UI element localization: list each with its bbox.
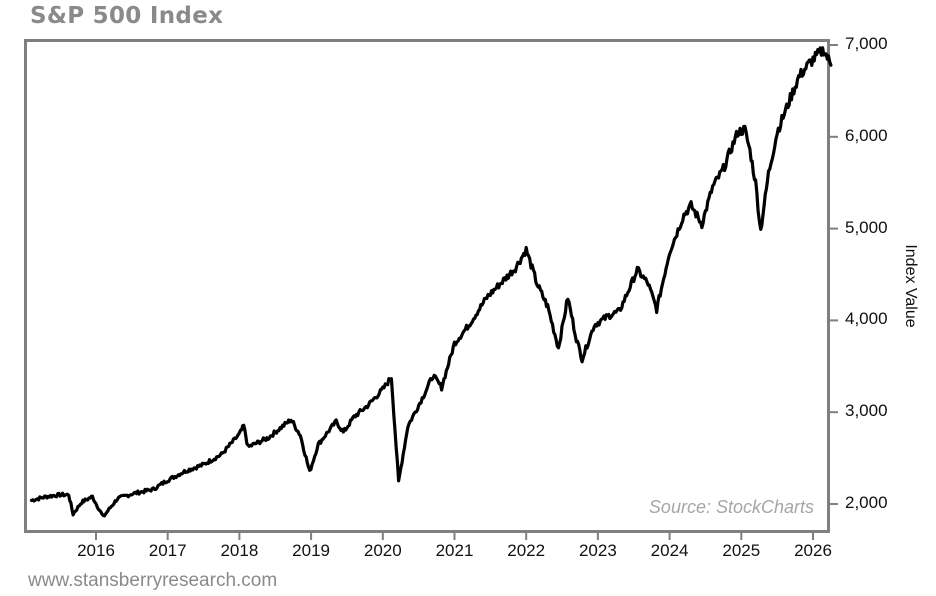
y-tick-label: 5,000 xyxy=(845,217,888,237)
y-tick-label: 7,000 xyxy=(845,34,888,53)
footer-url: www.stansberryresearch.com xyxy=(28,570,278,591)
sp500-line xyxy=(29,46,833,518)
x-tick-label: 2016 xyxy=(77,541,115,560)
plot-area xyxy=(24,39,830,533)
x-axis-ticks xyxy=(95,533,814,540)
x-tick-label: 2020 xyxy=(363,541,402,560)
y-tick-label: 6,000 xyxy=(845,125,888,145)
x-tick-label: 2019 xyxy=(292,541,331,560)
source-note: Source: StockCharts xyxy=(648,497,814,517)
y-tick-label: 3,000 xyxy=(845,401,888,421)
x-tick-label: 2023 xyxy=(578,541,617,560)
y-tick-label: 2,000 xyxy=(845,493,888,512)
x-tick-label: 2022 xyxy=(507,541,546,560)
x-tick-label: 2024 xyxy=(650,541,689,560)
x-tick-label: 2017 xyxy=(148,541,187,560)
y-tick-label: 4,000 xyxy=(845,309,888,329)
y-axis-title: Index Value xyxy=(902,244,919,328)
x-tick-label: 2021 xyxy=(435,541,474,560)
x-tick-label: 2018 xyxy=(220,541,259,560)
x-tick-label: 2026 xyxy=(794,541,832,560)
x-tick-label: 2025 xyxy=(722,541,761,560)
y-axis-ticks xyxy=(830,44,838,505)
chart-title: S&P 500 Index xyxy=(30,3,224,29)
